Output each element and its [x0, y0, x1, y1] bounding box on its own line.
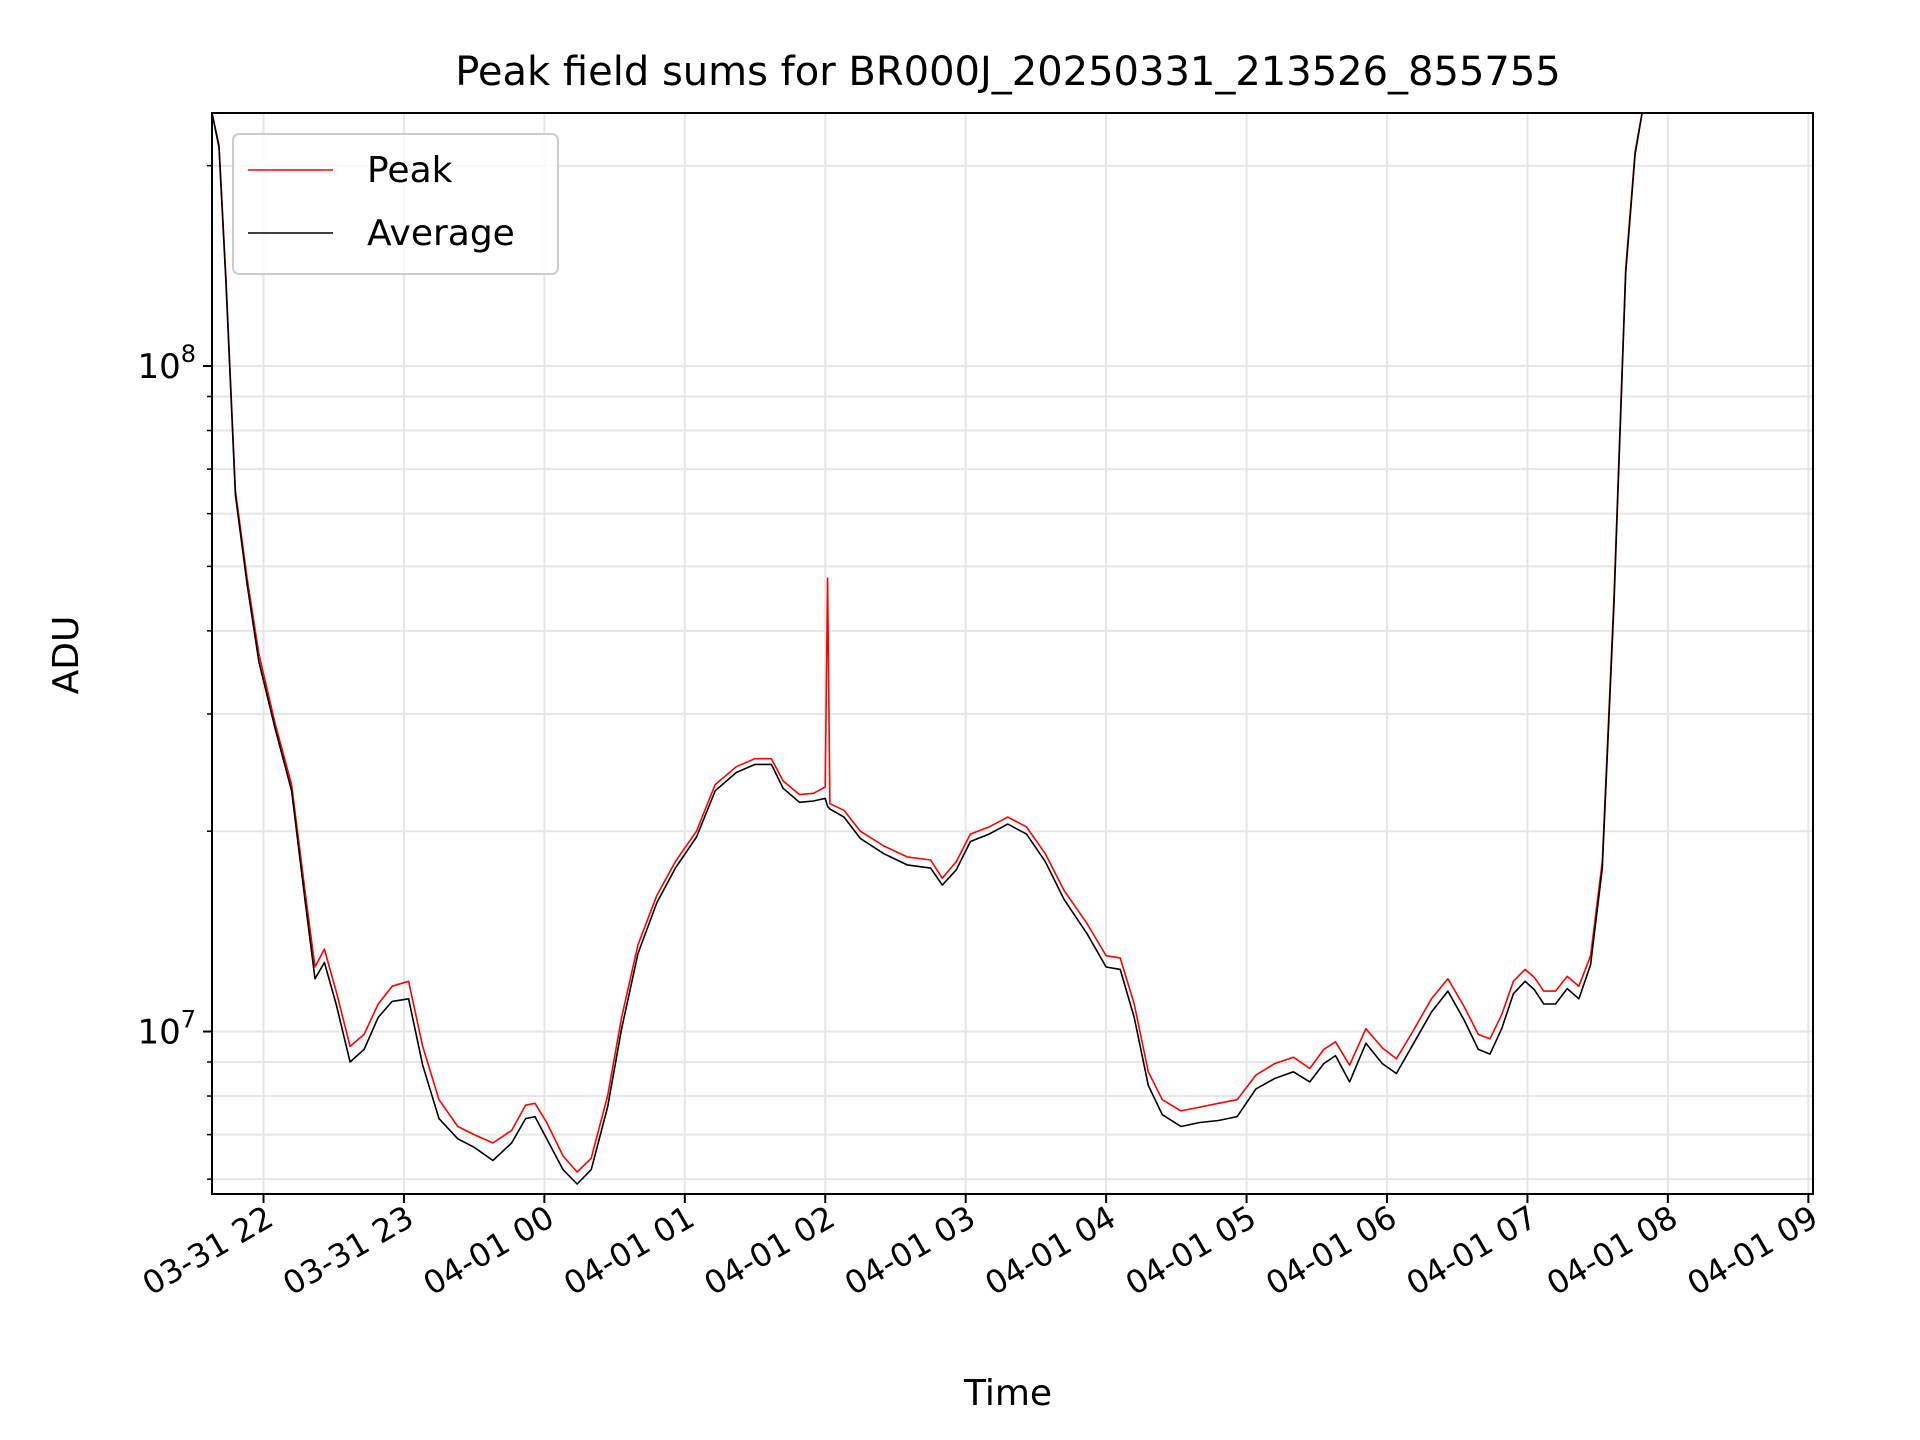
chart-title: Peak field sums for BR000J_20250331_2135… [455, 49, 1561, 95]
plot-area [212, 113, 1643, 1185]
legend-peak-label: Peak [367, 150, 453, 191]
y-tick-exponent: 7 [181, 1006, 196, 1034]
y-tick-label: 107 [137, 1006, 196, 1053]
legend-box [232, 133, 559, 275]
y-tick-label: 108 [137, 340, 196, 387]
grid-layer [212, 113, 1813, 1194]
y-axis-label: ADU [46, 616, 87, 695]
y-tick-exponent: 8 [181, 340, 196, 368]
series-peak-line [212, 113, 1643, 1173]
legend-average-label: Average [367, 213, 515, 254]
series-average-line [212, 113, 1643, 1185]
y-tick-base: 10 [137, 347, 180, 387]
y-tick-base: 10 [137, 1013, 180, 1053]
plot-frame [211, 112, 1814, 1195]
x-axis-label: Time [963, 1373, 1052, 1414]
legend: Peak Average [232, 133, 559, 275]
